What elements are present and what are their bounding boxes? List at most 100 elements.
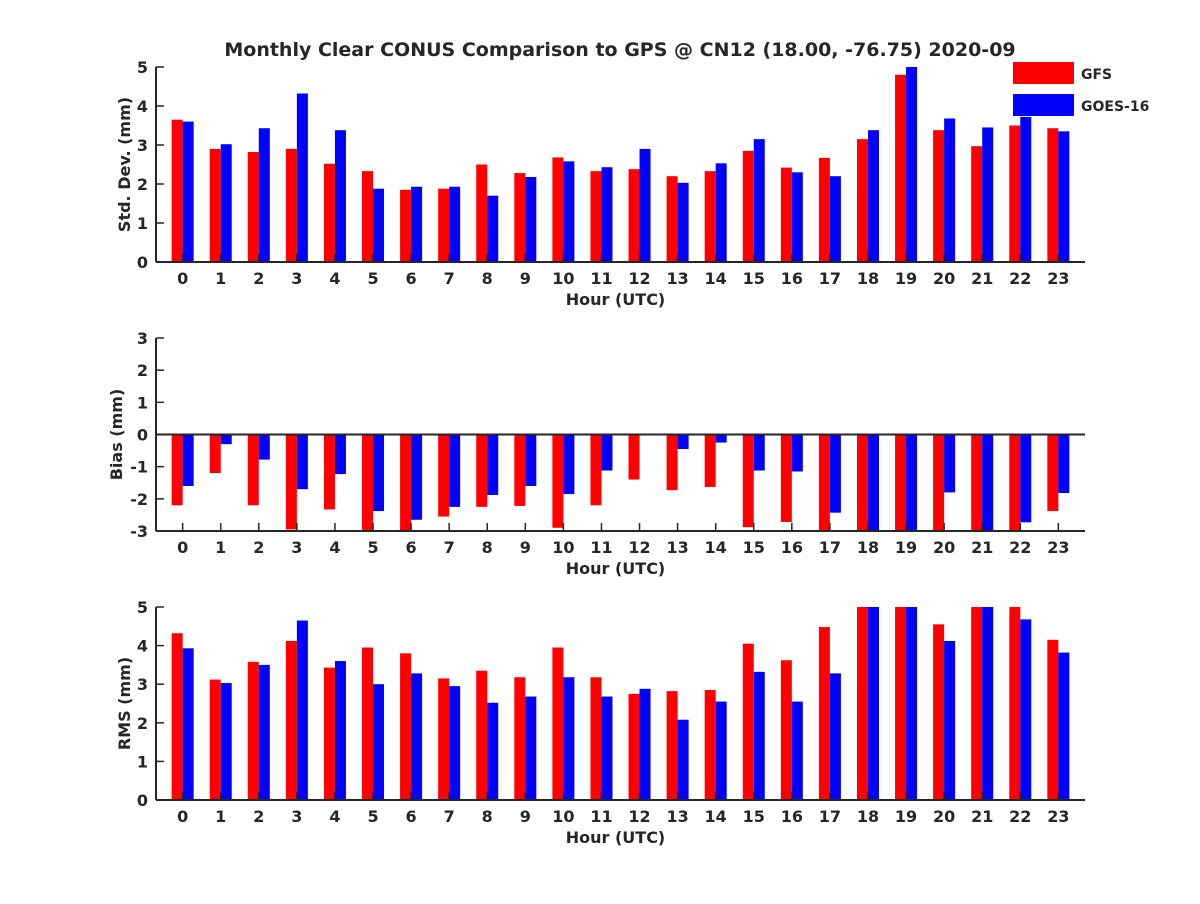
x-tick-label: 13 bbox=[666, 538, 688, 557]
bar-goes-16-hour-6 bbox=[411, 186, 423, 262]
bar-gfs-hour-17 bbox=[818, 627, 830, 800]
bar-gfs-hour-12 bbox=[628, 434, 640, 480]
y-axis-label: Std. Dev. (mm) bbox=[115, 97, 134, 232]
bar-goes-16-hour-6 bbox=[411, 673, 423, 800]
bar-gfs-hour-10 bbox=[552, 647, 564, 800]
bar-gfs-hour-23 bbox=[1047, 639, 1059, 800]
bar-goes-16-hour-9 bbox=[525, 176, 537, 262]
x-tick-label: 19 bbox=[895, 269, 917, 288]
bar-goes-16-hour-8 bbox=[487, 434, 499, 495]
legend-label: GFS bbox=[1081, 67, 1112, 83]
bar-gfs-hour-4 bbox=[323, 163, 335, 262]
bar-goes-16-hour-6 bbox=[411, 434, 423, 520]
bar-goes-16-hour-5 bbox=[373, 188, 385, 262]
x-tick-label: 10 bbox=[552, 538, 574, 557]
bar-goes-16-hour-1 bbox=[220, 683, 232, 800]
bar-gfs-hour-17 bbox=[818, 434, 830, 531]
x-tick-label: 21 bbox=[971, 538, 993, 557]
bar-goes-16-hour-0 bbox=[182, 121, 194, 262]
x-tick-label: 13 bbox=[666, 269, 688, 288]
x-tick-label: 18 bbox=[857, 807, 879, 826]
x-tick-label: 2 bbox=[253, 807, 264, 826]
bar-goes-16-hour-20 bbox=[944, 640, 956, 800]
bar-goes-16-hour-17 bbox=[829, 673, 841, 800]
bar-gfs-hour-3 bbox=[285, 640, 297, 800]
x-tick-label: 9 bbox=[520, 538, 531, 557]
bar-goes-16-hour-5 bbox=[373, 684, 385, 800]
bar-goes-16-hour-23 bbox=[1058, 652, 1070, 800]
bar-goes-16-hour-16 bbox=[791, 701, 803, 800]
bar-gfs-hour-7 bbox=[438, 434, 450, 517]
bar-gfs-hour-7 bbox=[438, 188, 450, 262]
bar-gfs-hour-18 bbox=[856, 607, 868, 800]
x-tick-label: 21 bbox=[971, 807, 993, 826]
x-tick-label: 16 bbox=[781, 807, 803, 826]
y-tick-label: 2 bbox=[137, 714, 148, 733]
bar-goes-16-hour-8 bbox=[487, 195, 499, 262]
bar-goes-16-hour-22 bbox=[1020, 434, 1032, 523]
bar-gfs-hour-8 bbox=[476, 164, 488, 262]
x-tick-label: 3 bbox=[291, 807, 302, 826]
bar-goes-16-hour-7 bbox=[449, 186, 461, 262]
bar-gfs-hour-9 bbox=[514, 434, 526, 506]
x-tick-label: 12 bbox=[628, 269, 650, 288]
bar-gfs-hour-12 bbox=[628, 693, 640, 800]
x-tick-label: 5 bbox=[367, 807, 378, 826]
x-tick-label: 15 bbox=[743, 807, 765, 826]
bar-goes-16-hour-3 bbox=[296, 620, 308, 800]
bar-gfs-hour-0 bbox=[171, 434, 183, 506]
bar-goes-16-hour-13 bbox=[677, 182, 689, 262]
bar-goes-16-hour-1 bbox=[220, 144, 232, 262]
bar-gfs-hour-5 bbox=[362, 647, 374, 800]
bar-gfs-hour-12 bbox=[628, 169, 640, 262]
bar-gfs-hour-15 bbox=[742, 643, 754, 800]
bar-gfs-hour-22 bbox=[1009, 434, 1021, 531]
y-tick-label: -1 bbox=[130, 458, 148, 477]
x-tick-label: 22 bbox=[1009, 269, 1031, 288]
bar-gfs-hour-13 bbox=[666, 176, 678, 262]
bar-goes-16-hour-9 bbox=[525, 696, 537, 800]
bar-goes-16-hour-12 bbox=[639, 148, 651, 262]
bar-gfs-hour-3 bbox=[285, 148, 297, 262]
x-tick-label: 0 bbox=[177, 807, 188, 826]
bar-goes-16-hour-14 bbox=[715, 701, 727, 800]
y-tick-label: 0 bbox=[137, 426, 148, 445]
bar-gfs-hour-19 bbox=[895, 74, 907, 262]
bar-goes-16-hour-23 bbox=[1058, 131, 1070, 262]
bar-goes-16-hour-9 bbox=[525, 434, 537, 486]
bar-gfs-hour-5 bbox=[362, 434, 374, 531]
x-tick-label: 10 bbox=[552, 269, 574, 288]
bar-goes-16-hour-23 bbox=[1058, 434, 1070, 494]
bar-goes-16-hour-11 bbox=[601, 167, 613, 262]
bar-goes-16-hour-18 bbox=[867, 130, 879, 262]
bar-gfs-hour-18 bbox=[856, 139, 868, 262]
bar-gfs-hour-9 bbox=[514, 173, 526, 262]
y-axis-label: Bias (mm) bbox=[107, 389, 126, 481]
x-tick-label: 5 bbox=[367, 269, 378, 288]
x-tick-label: 3 bbox=[291, 538, 302, 557]
bar-gfs-hour-2 bbox=[247, 152, 259, 262]
bar-goes-16-hour-2 bbox=[258, 664, 270, 800]
chart-title: Monthly Clear CONUS Comparison to GPS @ … bbox=[224, 39, 1015, 61]
bar-gfs-hour-14 bbox=[704, 689, 716, 800]
x-tick-label: 19 bbox=[895, 538, 917, 557]
bar-gfs-hour-0 bbox=[171, 633, 183, 800]
x-tick-label: 8 bbox=[482, 807, 493, 826]
x-tick-label: 12 bbox=[628, 538, 650, 557]
x-tick-label: 20 bbox=[933, 807, 955, 826]
x-tick-label: 10 bbox=[552, 807, 574, 826]
bar-goes-16-hour-20 bbox=[944, 118, 956, 262]
x-tick-label: 1 bbox=[215, 538, 226, 557]
bar-gfs-hour-6 bbox=[400, 189, 412, 262]
x-tick-label: 3 bbox=[291, 269, 302, 288]
x-tick-label: 15 bbox=[743, 538, 765, 557]
x-tick-label: 17 bbox=[819, 269, 841, 288]
bar-gfs-hour-2 bbox=[247, 434, 259, 506]
y-tick-label: 4 bbox=[137, 97, 148, 116]
x-tick-label: 1 bbox=[215, 269, 226, 288]
bar-goes-16-hour-19 bbox=[906, 434, 918, 531]
x-tick-label: 6 bbox=[406, 538, 417, 557]
bar-goes-16-hour-8 bbox=[487, 702, 499, 800]
x-tick-label: 23 bbox=[1047, 269, 1069, 288]
